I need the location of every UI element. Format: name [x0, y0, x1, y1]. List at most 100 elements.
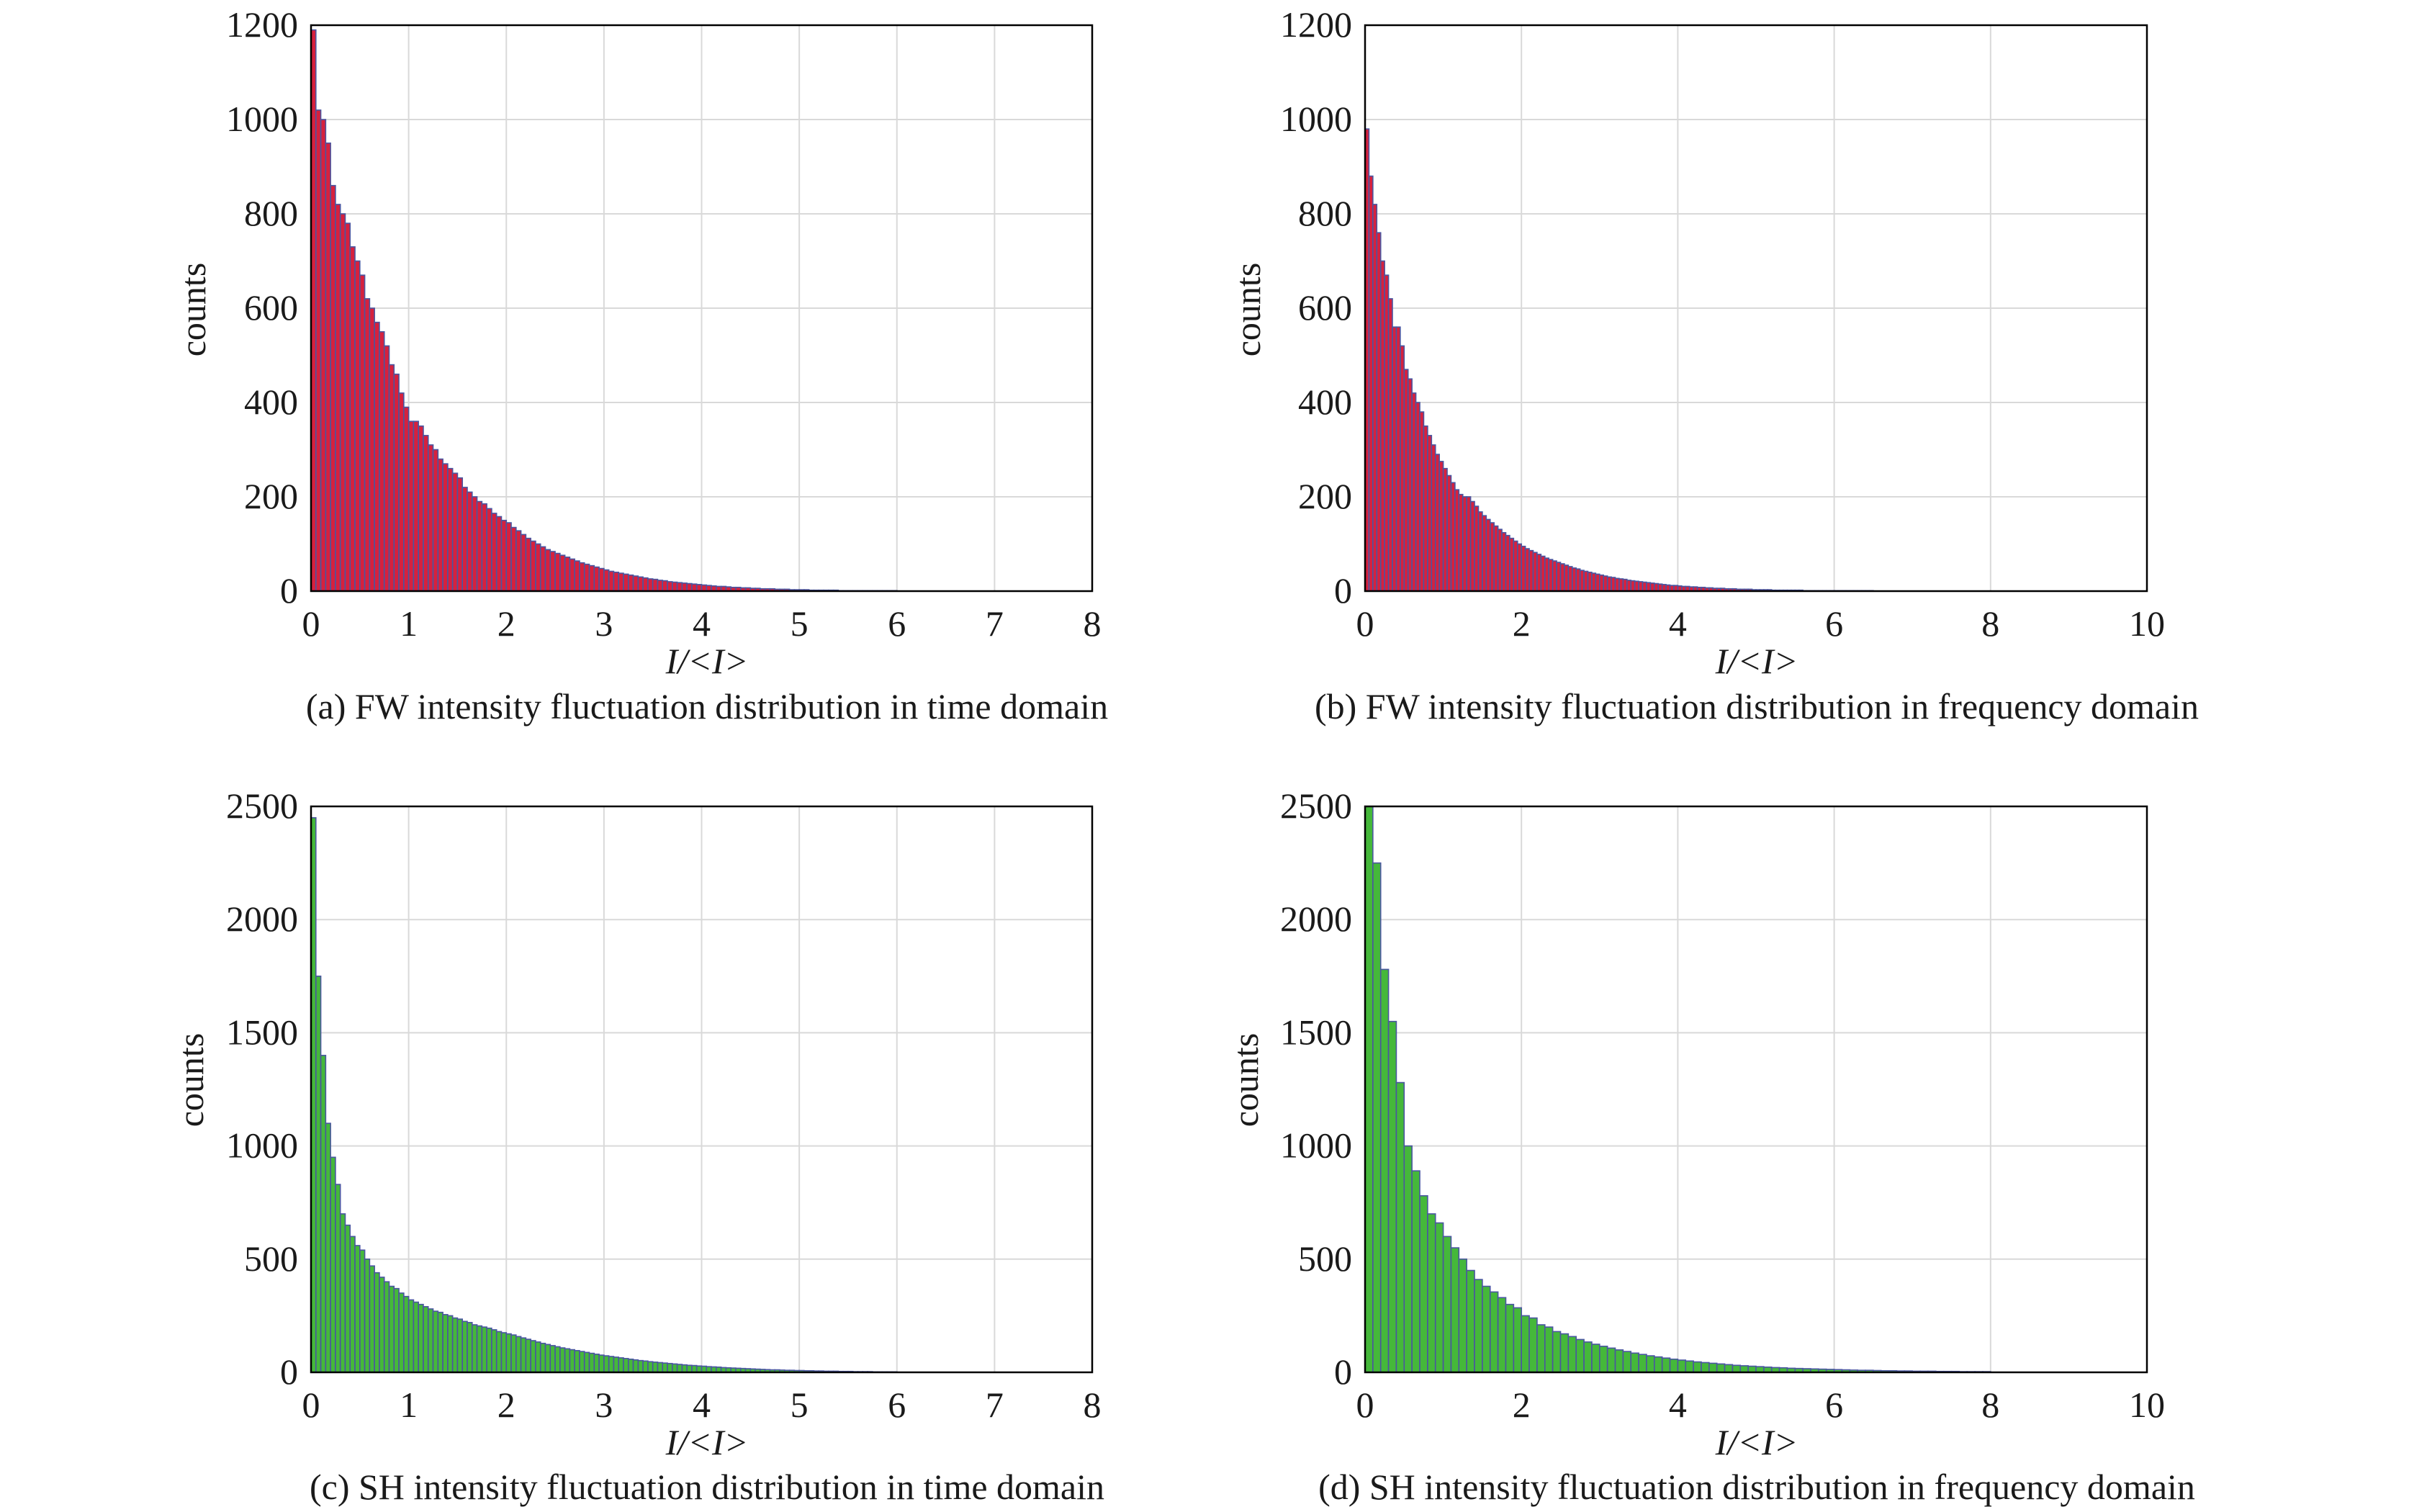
- panel-b-bar: [1536, 554, 1542, 592]
- panel-c-bar: [583, 1351, 590, 1373]
- panel-c-bar: [500, 1332, 508, 1373]
- panel-c-bar: [320, 1055, 327, 1373]
- panel-c-bar: [374, 1272, 380, 1373]
- panel-c-bar: [505, 1333, 512, 1373]
- panel-b-bar: [1649, 582, 1655, 592]
- panel-b-ytick-label: 0: [1334, 570, 1352, 611]
- panel-c-ytick-label: 0: [280, 1351, 298, 1392]
- panel-b-bar: [1516, 543, 1523, 592]
- panel-c-bar: [467, 1322, 473, 1373]
- panel-a-bar: [330, 184, 336, 592]
- panel-c-ytick-label: 500: [244, 1238, 298, 1279]
- panel-c-bar: [539, 1342, 546, 1373]
- panel-a-xtick-label: 2: [497, 603, 515, 644]
- panel-d-ytick-label: 1500: [1280, 1012, 1352, 1052]
- panel-a-bar: [418, 425, 424, 592]
- panel-d-grid: [1365, 806, 2147, 1372]
- panel-b-bar: [1579, 570, 1585, 592]
- panel-a-bar: [535, 543, 541, 592]
- panel-b-bar: [1630, 580, 1636, 592]
- panel-c-bar: [407, 1299, 415, 1373]
- panel-b-bar: [1646, 582, 1652, 592]
- panel-a-bar: [486, 508, 492, 592]
- panel-c-bar: [451, 1317, 459, 1373]
- panel-c-bar: [588, 1352, 595, 1373]
- panel-c-bar: [476, 1325, 483, 1373]
- panel-c-bar: [432, 1310, 439, 1373]
- panel-a-ylabel: counts: [173, 263, 213, 357]
- panel-a-bar: [647, 578, 654, 592]
- panel-b-bar: [1379, 260, 1385, 592]
- panel-c-bar: [657, 1362, 664, 1373]
- panel-b-bar: [1564, 564, 1570, 592]
- panel-c-bar: [559, 1347, 566, 1373]
- panel-d-bar: [1536, 1324, 1546, 1373]
- panel-b-bar: [1626, 580, 1632, 592]
- panel-b-bar: [1442, 467, 1448, 592]
- panel-b-xtick-label: 0: [1356, 603, 1374, 644]
- panel-b-bar: [1450, 482, 1456, 592]
- panel-d-bars: [1364, 806, 1991, 1373]
- panel-a-bar: [491, 513, 497, 592]
- panel-a-bar: [608, 570, 615, 592]
- panel-c-bar: [364, 1259, 371, 1373]
- panel-a-bar: [652, 578, 659, 592]
- panel-b-bar: [1407, 378, 1413, 592]
- panel-c-caption: (c) SH intensity fluctuation distributio…: [310, 1467, 1104, 1507]
- panel-a-bar: [500, 519, 508, 592]
- panel-b-bar: [1591, 572, 1597, 592]
- panel-c-bar: [569, 1349, 575, 1373]
- panel-a-caption: (a) FW intensity fluctuation distributio…: [306, 686, 1108, 726]
- panel-c-bar: [369, 1265, 375, 1373]
- panel-d-bar: [1575, 1338, 1585, 1373]
- panel-b-bar: [1505, 534, 1510, 592]
- panel-d-xtick-label: 0: [1356, 1385, 1374, 1425]
- panel-c-bar: [510, 1334, 517, 1373]
- panel-b-bar: [1642, 581, 1647, 592]
- panel-b-xtick-label: 6: [1825, 603, 1843, 644]
- panel-c-bar: [330, 1156, 336, 1373]
- panel-b-ylabel: counts: [1228, 263, 1268, 357]
- panel-b-bar: [1634, 580, 1639, 592]
- panel-a-bar: [398, 392, 405, 592]
- panel-c-bar: [471, 1324, 478, 1373]
- panel-d-bar: [1732, 1364, 1742, 1373]
- panel-b-bar: [1587, 571, 1593, 592]
- panel-a-bar: [344, 222, 351, 592]
- panel-d-bar: [1701, 1362, 1710, 1373]
- panel-c-xtick-label: 3: [595, 1385, 613, 1425]
- panel-d-bar: [1654, 1356, 1663, 1373]
- panel-c-bar: [456, 1318, 464, 1373]
- panel-b-xtick-label: 10: [2129, 603, 2165, 644]
- panel-b-bar: [1654, 582, 1660, 592]
- panel-c-bar: [491, 1329, 497, 1373]
- panel-a-bar: [618, 572, 624, 592]
- panel-d-bar: [1685, 1360, 1694, 1373]
- panel-a-bar: [642, 577, 649, 592]
- panel-a-bar: [354, 260, 361, 592]
- panel-b-bar: [1431, 444, 1436, 592]
- panel-d-bar: [1739, 1365, 1749, 1373]
- panel-b-bar: [1372, 204, 1378, 592]
- panel-c-bar: [520, 1337, 527, 1373]
- panel-b-bars: [1364, 128, 1874, 592]
- panel-a-bar: [471, 496, 478, 592]
- panel-b-bar: [1657, 583, 1663, 592]
- panel-a-ytick-label: 0: [280, 570, 298, 611]
- panel-b-bar: [1454, 489, 1460, 592]
- panel-d-bar: [1466, 1269, 1475, 1373]
- panel-b-bar: [1427, 435, 1433, 592]
- panel-b-xtick-label: 4: [1669, 603, 1687, 644]
- panel-a-bar: [325, 142, 331, 592]
- panel-b-bar: [1489, 522, 1495, 592]
- panel-c-bar: [598, 1354, 605, 1373]
- panel-c-bar: [535, 1341, 541, 1373]
- panel-a-bar: [476, 500, 483, 592]
- panel-d-xtick-label: 8: [1981, 1385, 1999, 1425]
- panel-c-bar: [481, 1326, 487, 1373]
- panel-a-bar: [413, 420, 419, 592]
- panel-b-bar: [1403, 369, 1409, 592]
- panel-a-xtick-label: 5: [791, 603, 809, 644]
- panel-b-bar: [1392, 326, 1397, 592]
- panel-a-bar: [461, 487, 468, 592]
